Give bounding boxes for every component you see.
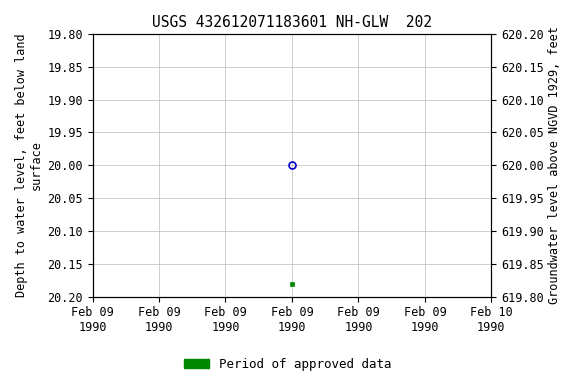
Y-axis label: Groundwater level above NGVD 1929, feet: Groundwater level above NGVD 1929, feet (548, 26, 561, 304)
Title: USGS 432612071183601 NH-GLW  202: USGS 432612071183601 NH-GLW 202 (152, 15, 432, 30)
Y-axis label: Depth to water level, feet below land
surface: Depth to water level, feet below land su… (15, 33, 43, 297)
Legend: Period of approved data: Period of approved data (179, 353, 397, 376)
